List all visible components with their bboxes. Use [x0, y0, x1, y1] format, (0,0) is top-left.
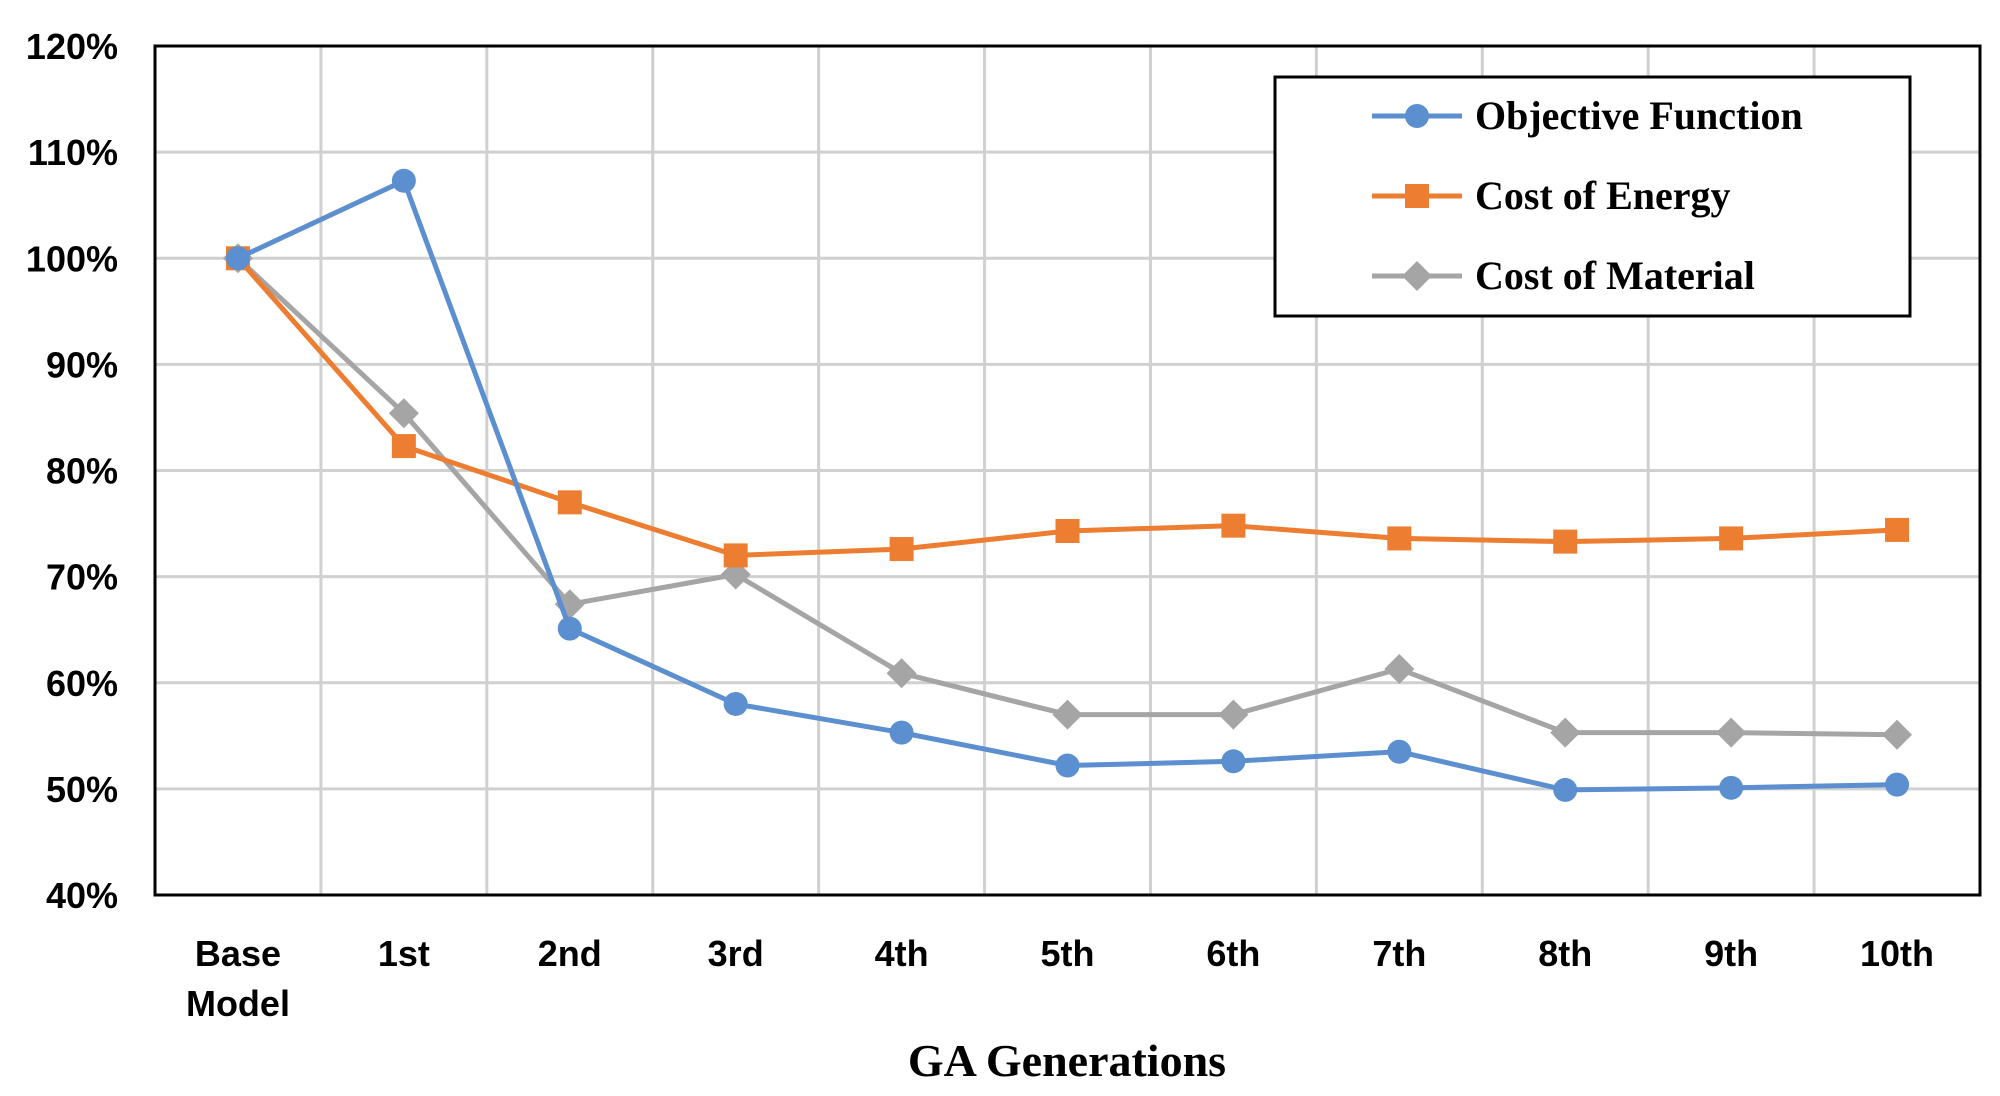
data-point-cost-of-energy — [1885, 517, 1910, 542]
data-point-cost-of-energy — [723, 543, 748, 568]
x-tick-label: 2nd — [538, 933, 602, 974]
legend-label: Objective Function — [1475, 93, 1803, 138]
x-tick-label: Model — [186, 983, 290, 1024]
legend-item-cost-of-material: Cost of Material — [1372, 253, 1755, 298]
legend-marker — [1402, 261, 1432, 291]
x-axis-ticks: Base Model 1st 2nd 3rd 4th 5th 6th 7th 8th 9th 10th — [186, 933, 1934, 1024]
y-tick-label: 90% — [46, 344, 118, 385]
data-point-cost-of-material — [1052, 699, 1083, 730]
x-tick-label: 9th — [1704, 933, 1758, 974]
x-tick-label: Base — [195, 933, 281, 974]
data-point-objective-function — [225, 246, 250, 271]
legend-label: Cost of Energy — [1475, 173, 1731, 218]
data-point-cost-of-energy — [1055, 518, 1080, 543]
series-objective-function — [225, 168, 1910, 802]
x-tick-label: 5th — [1041, 933, 1095, 974]
y-axis-ticks: 40% 50% 60% 70% 80% 90% 100% 110% 120% — [26, 26, 118, 916]
data-point-objective-function — [1885, 772, 1910, 797]
data-point-cost-of-energy — [557, 490, 582, 515]
data-point-cost-of-material — [1716, 717, 1747, 748]
plot-area-border — [153, 44, 1982, 897]
x-tick-label: 6th — [1206, 933, 1260, 974]
data-point-objective-function — [557, 616, 582, 641]
data-point-cost-of-energy — [1221, 513, 1246, 538]
legend-marker — [1405, 104, 1429, 128]
legend-label: Cost of Material — [1475, 253, 1755, 298]
data-point-objective-function — [391, 168, 416, 193]
x-tick-label: 4th — [875, 933, 929, 974]
y-tick-label: 40% — [46, 875, 118, 916]
legend-marker — [1405, 184, 1429, 208]
data-point-objective-function — [723, 691, 748, 716]
data-point-cost-of-material — [1384, 653, 1415, 684]
data-point-objective-function — [889, 720, 914, 745]
data-point-objective-function — [1387, 739, 1412, 764]
y-tick-label: 80% — [46, 451, 118, 492]
data-point-cost-of-energy — [889, 537, 914, 562]
data-point-cost-of-material — [886, 658, 917, 689]
legend: Objective Function Cost of Energy Cost of … — [1273, 75, 1912, 318]
legend-item-objective-function: Objective Function — [1372, 93, 1803, 138]
y-tick-label: 50% — [46, 769, 118, 810]
y-tick-label: 70% — [46, 557, 118, 598]
data-point-cost-of-material — [1218, 699, 1249, 730]
legend-item-cost-of-energy: Cost of Energy — [1372, 173, 1731, 218]
x-axis-title: GA Generations — [908, 1035, 1226, 1086]
data-point-cost-of-energy — [391, 434, 416, 459]
series — [222, 168, 1913, 802]
data-point-cost-of-material — [1882, 719, 1913, 750]
y-tick-label: 60% — [46, 663, 118, 704]
grid — [155, 46, 1980, 895]
data-point-cost-of-energy — [1553, 529, 1578, 554]
y-tick-label: 110% — [28, 132, 118, 173]
y-tick-label: 120% — [26, 26, 118, 67]
x-tick-label: 8th — [1538, 933, 1592, 974]
series-cost-of-material — [222, 243, 1913, 750]
x-tick-label: 7th — [1372, 933, 1426, 974]
data-point-cost-of-material — [1550, 717, 1581, 748]
data-point-objective-function — [1719, 775, 1744, 800]
data-point-cost-of-material — [388, 398, 419, 429]
data-point-objective-function — [1221, 749, 1246, 774]
x-tick-label: 10th — [1860, 933, 1934, 974]
y-tick-label: 100% — [26, 238, 118, 279]
x-tick-label: 3rd — [708, 933, 764, 974]
data-point-objective-function — [1055, 753, 1080, 778]
data-point-objective-function — [1553, 777, 1578, 802]
data-point-cost-of-energy — [1719, 526, 1744, 551]
data-point-cost-of-energy — [1387, 526, 1412, 551]
x-tick-label: 1st — [378, 933, 430, 974]
